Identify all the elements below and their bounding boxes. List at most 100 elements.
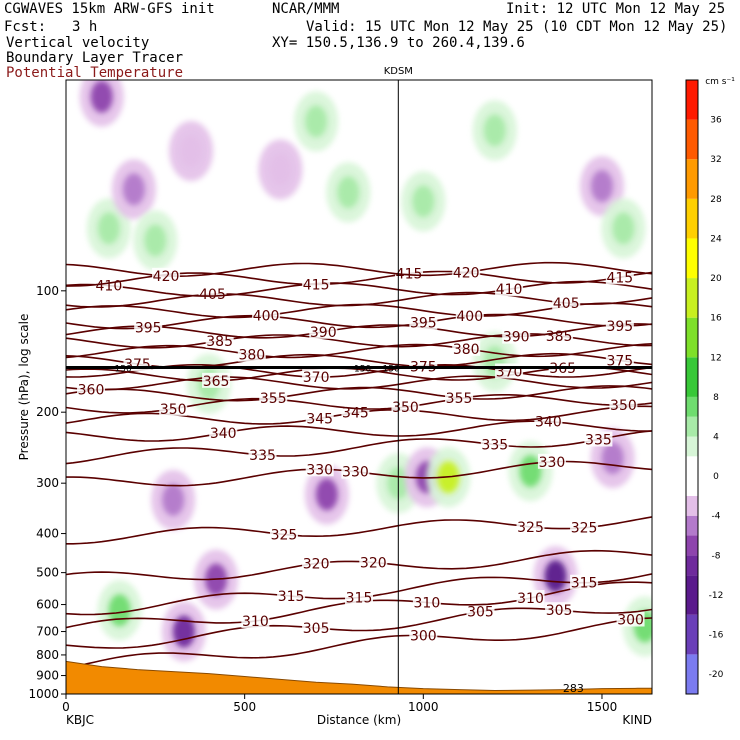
- theta-label: 325: [517, 520, 544, 536]
- kdsm-marker-label: KDSM: [384, 66, 413, 77]
- w-feature-core: [97, 212, 120, 245]
- theta-line-335: [66, 430, 652, 465]
- theta-label: 335: [481, 438, 508, 454]
- field-potential-temperature: Potential Temperature: [6, 65, 184, 81]
- theta-label: 395: [606, 319, 633, 335]
- x-tick-label: 1500: [587, 700, 618, 714]
- theta-label: 395: [135, 321, 162, 337]
- w-feature-core: [144, 224, 167, 257]
- colorbar-tick-label: -16: [709, 631, 724, 641]
- theta-label-bg: [537, 453, 566, 469]
- x-axis-title: Distance (km): [317, 713, 401, 727]
- theta-label: 300: [410, 629, 437, 645]
- theta-label: 305: [546, 603, 573, 619]
- theta-label: 390: [310, 325, 337, 341]
- theta-label-bg: [409, 358, 438, 374]
- theta-label: 305: [303, 621, 330, 637]
- colorbar-bin: [686, 416, 698, 437]
- theta-label: 330: [539, 455, 566, 471]
- theta-label-bg: [302, 369, 331, 385]
- theta-label: 315: [571, 576, 598, 592]
- y-tick-label: 100: [36, 284, 59, 298]
- theta-line-380: [66, 343, 652, 359]
- w-feature-core: [315, 478, 338, 511]
- colorbar-tick-label: 28: [710, 195, 722, 205]
- colorbar-tick-label: -20: [709, 670, 724, 680]
- theta-label-bg: [345, 589, 373, 605]
- w-feature-core: [305, 105, 328, 138]
- w-feature-core: [483, 114, 506, 147]
- colorbar-bin: [686, 614, 698, 655]
- colorbar-bin: [686, 495, 698, 516]
- model-title: CGWAVES 15km ARW-GFS init: [4, 1, 215, 17]
- theta-label: 330: [342, 465, 369, 481]
- theta-label-bg: [409, 314, 438, 330]
- theta-label-bg: [452, 340, 481, 356]
- theta-label-bg: [516, 518, 545, 534]
- theta-label-bg: [570, 574, 599, 590]
- theta-label-bg: [445, 389, 474, 405]
- colorbar-tick-label: -4: [712, 512, 721, 522]
- w-feature-core: [612, 212, 635, 245]
- w-feature-core: [172, 615, 195, 648]
- w-feature-core: [412, 185, 435, 218]
- theta-label: 415: [303, 278, 330, 294]
- theta-label: 415: [606, 270, 633, 286]
- plot-frame: [65, 79, 653, 695]
- terrain: 283: [66, 660, 652, 695]
- theta-label: 400: [253, 309, 280, 325]
- colorbar-bin: [686, 436, 698, 457]
- theta-label: 405: [553, 296, 580, 312]
- colorbar-tick-label: 0: [713, 472, 719, 482]
- theta-label-bg: [248, 447, 277, 463]
- theta-label: 315: [278, 589, 305, 605]
- colorbar-tick-label: 8: [713, 393, 719, 403]
- theta-label-bg: [302, 276, 331, 292]
- theta-line-300: [66, 617, 652, 670]
- theta-label: 410: [496, 282, 523, 298]
- theta-label: 375: [606, 353, 633, 369]
- theta-label: 305: [467, 605, 494, 621]
- theta-label: 300: [617, 612, 644, 628]
- theta-label-bg: [134, 319, 163, 335]
- colorbar-bin: [686, 555, 698, 576]
- y-tick-label: 300: [36, 476, 59, 490]
- theta-label: 350: [160, 402, 187, 418]
- theta-label: 315: [346, 590, 373, 606]
- theta-label: 310: [414, 596, 441, 612]
- theta-label: 340: [210, 426, 237, 442]
- theta-label: 310: [242, 614, 269, 630]
- theta-label-bg: [409, 627, 438, 643]
- theta-label-bg: [570, 519, 599, 535]
- colorbar-bin: [686, 238, 698, 279]
- theta-label: 420: [453, 265, 480, 281]
- y-tick-label: 500: [36, 566, 59, 580]
- theta-label: 360: [78, 383, 105, 399]
- colorbar-tick-label: 24: [710, 234, 722, 244]
- colorbar-bin: [686, 515, 698, 536]
- theta-label-bg: [302, 619, 331, 635]
- y-tick-label: 600: [36, 598, 59, 612]
- end-station-label: KIND: [622, 713, 652, 727]
- colorbar-bin: [686, 80, 698, 120]
- theta-label-bg: [605, 352, 634, 368]
- field-boundary-layer-tracer: Boundary Layer Tracer: [6, 50, 184, 66]
- theta-label-bg: [412, 594, 441, 610]
- theta-label-bg: [584, 431, 613, 447]
- colorbar-tick-label: -8: [712, 551, 721, 561]
- colorbar-bin: [686, 357, 698, 397]
- cross-section-endpoints: XY= 150.5,136.9 to 260.4,139.6: [272, 35, 525, 51]
- theta-label-bg: [77, 381, 106, 397]
- w-feature-core: [590, 170, 613, 203]
- theta-label: 325: [271, 527, 298, 543]
- terrain-label: 283: [563, 682, 584, 695]
- theta-label-bg: [455, 307, 484, 323]
- theta-label-bg: [209, 424, 238, 440]
- y-tick-label: 400: [36, 527, 59, 541]
- theta-label: 345: [306, 411, 333, 427]
- colorbar-tick-label: 4: [713, 433, 719, 443]
- theta-label-bg: [502, 328, 531, 344]
- theta-label-bg: [259, 390, 288, 406]
